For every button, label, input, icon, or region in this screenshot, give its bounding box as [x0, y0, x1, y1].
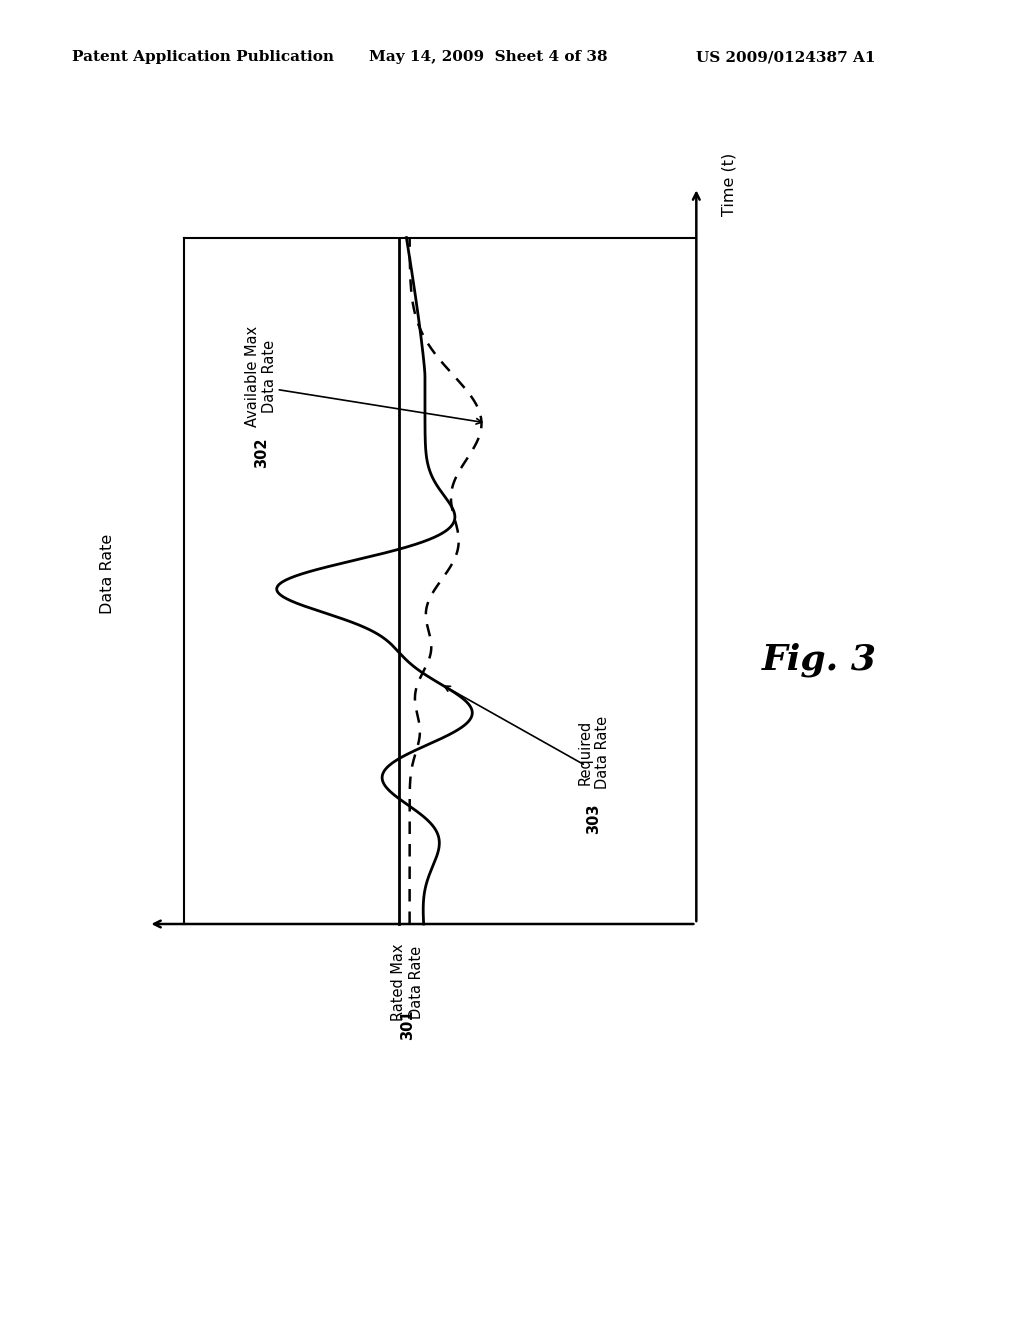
- Text: Rated Max
Data Rate: Rated Max Data Rate: [391, 944, 424, 1022]
- Text: Available Max
Data Rate: Available Max Data Rate: [245, 326, 278, 426]
- Text: Data Rate: Data Rate: [100, 535, 115, 614]
- Text: 301: 301: [400, 1010, 415, 1040]
- Text: Time (t): Time (t): [722, 153, 736, 216]
- Text: May 14, 2009  Sheet 4 of 38: May 14, 2009 Sheet 4 of 38: [369, 50, 607, 65]
- Text: 303: 303: [587, 803, 601, 834]
- Text: Required
Data Rate: Required Data Rate: [578, 715, 610, 789]
- Text: US 2009/0124387 A1: US 2009/0124387 A1: [696, 50, 876, 65]
- Text: 302: 302: [254, 437, 268, 469]
- Text: Patent Application Publication: Patent Application Publication: [72, 50, 334, 65]
- Text: Fig. 3: Fig. 3: [762, 643, 877, 677]
